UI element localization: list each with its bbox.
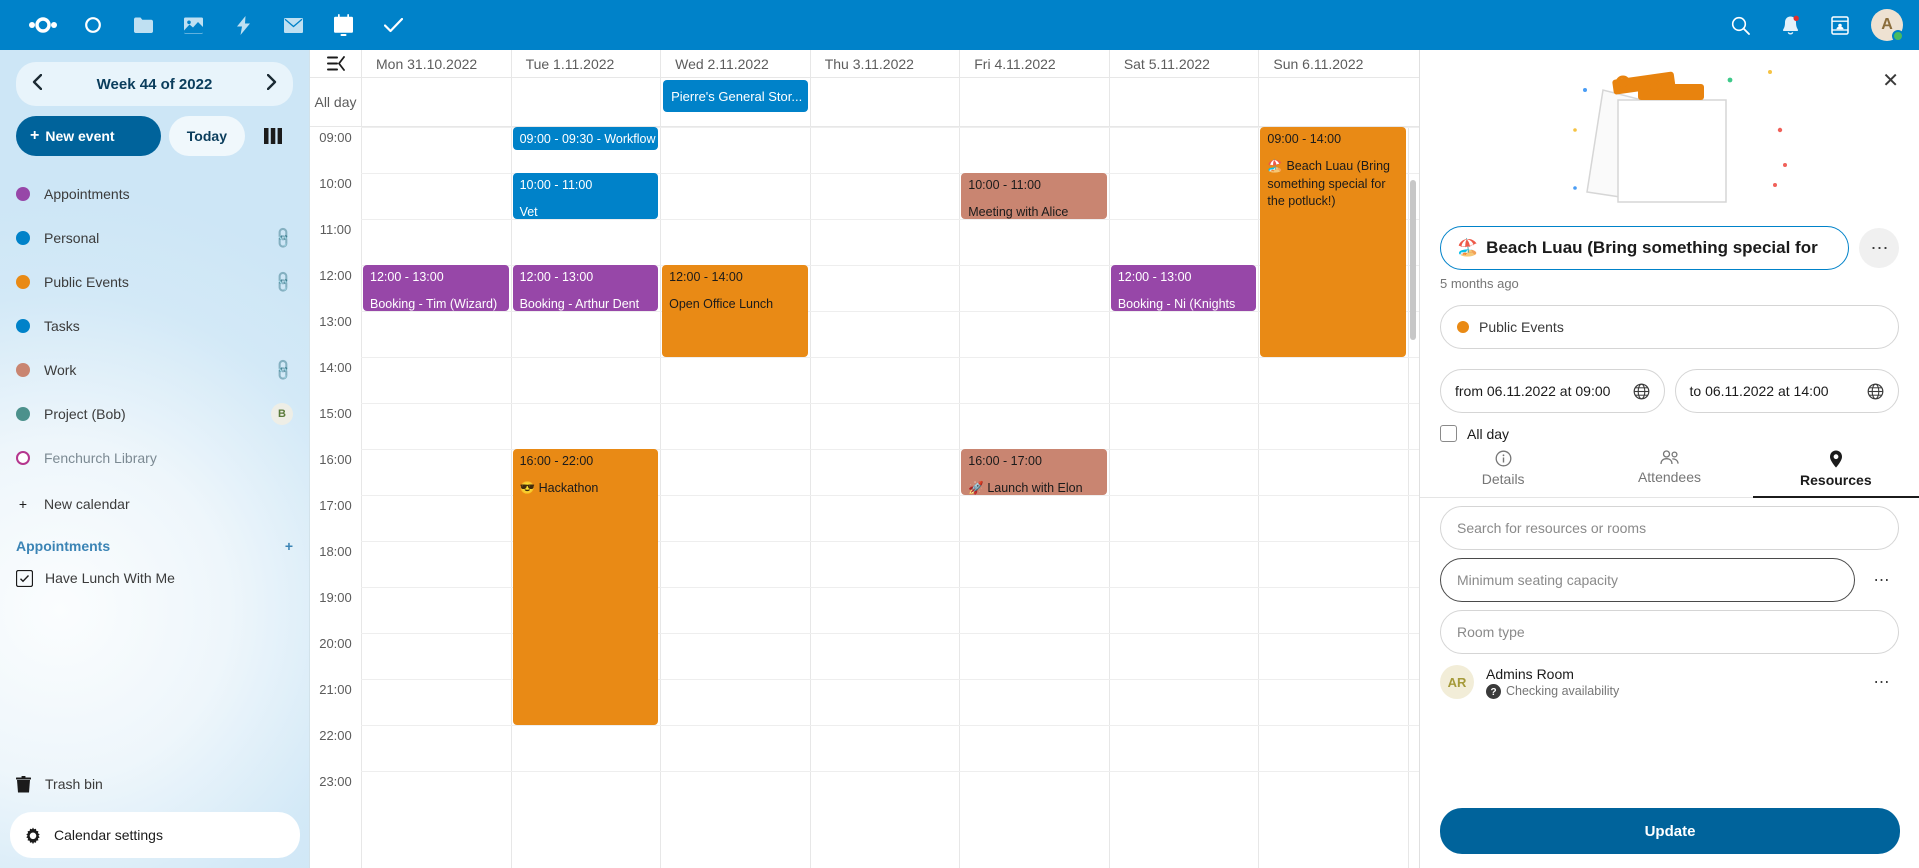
svg-text:?: ? bbox=[1490, 687, 1496, 698]
